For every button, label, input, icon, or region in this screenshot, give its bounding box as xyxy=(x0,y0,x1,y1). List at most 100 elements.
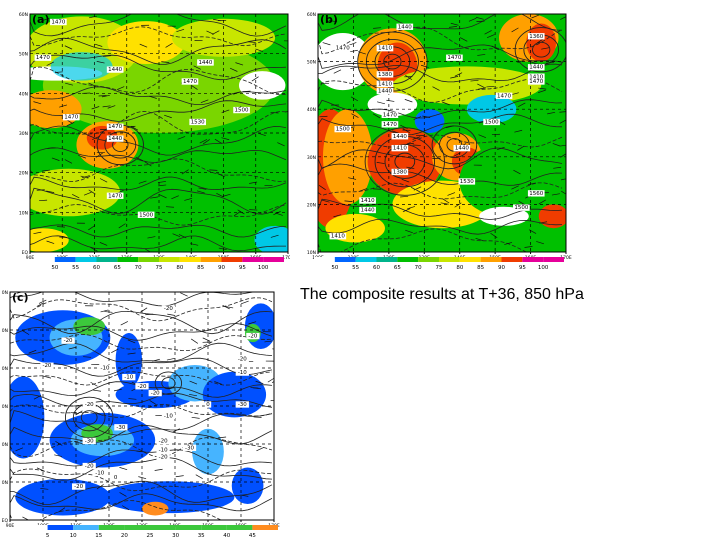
colorbar-label: 90 xyxy=(218,265,225,271)
shading-region xyxy=(102,481,234,513)
colorbar-swatch xyxy=(201,525,227,530)
colorbar-swatch xyxy=(356,257,377,262)
contour-label: 1380 xyxy=(378,72,392,78)
colorbar-swatch xyxy=(543,257,564,262)
contour-label: 1410 xyxy=(378,81,392,87)
contour-label: -10 xyxy=(159,448,168,454)
contour-label: 0 xyxy=(206,402,210,408)
contour-label: 1410 xyxy=(361,198,375,204)
colorbar-label: 100 xyxy=(538,265,549,271)
contour-label: 1470 xyxy=(336,46,350,52)
colorbar-label: 95 xyxy=(519,265,526,271)
y-tick-label: 30N xyxy=(307,155,316,161)
y-tick-label: EQ xyxy=(2,518,8,524)
colorbar-swatch xyxy=(263,257,284,262)
colorbar-swatch xyxy=(124,525,150,530)
contour-label: 1500 xyxy=(514,205,528,211)
contour-label: 1500 xyxy=(139,212,153,218)
colorbar-label: 60 xyxy=(93,265,100,271)
contour-label: -20 xyxy=(138,384,147,390)
contour-label: -10 xyxy=(95,470,104,476)
shading-region xyxy=(239,71,285,100)
contour-label: 1470 xyxy=(183,79,197,85)
colorbar-swatch xyxy=(418,257,439,262)
colorbar-label: 5 xyxy=(46,533,50,539)
colorbar-label: 50 xyxy=(331,265,338,271)
colorbar-label: 40 xyxy=(223,533,230,539)
colorbar-swatch xyxy=(397,257,418,262)
colorbar-label: 70 xyxy=(415,265,422,271)
figure-caption: The composite results at T+36, 850 hPa xyxy=(300,286,584,304)
contour-label: 1470 xyxy=(108,124,122,130)
y-tick-label: 10N xyxy=(19,210,28,216)
contour-label: -20 xyxy=(248,334,257,340)
contour-label: 1410 xyxy=(331,234,345,240)
contour-label: 1440 xyxy=(393,134,407,140)
contour-label: 1440 xyxy=(455,146,469,152)
contour-label: 1470 xyxy=(529,79,543,85)
contour-label: -30 xyxy=(185,445,194,451)
y-tick-label: 60N xyxy=(307,12,316,18)
y-tick-label: 30N xyxy=(19,131,28,137)
panel-b: 1440147014101470138013601410144014101470… xyxy=(300,0,572,272)
contour-label: -30 xyxy=(238,402,247,408)
contour-label: 1500 xyxy=(485,119,499,125)
colorbar-label: 25 xyxy=(147,533,154,539)
colorbar-label: 100 xyxy=(258,265,269,271)
contour-label: 1530 xyxy=(191,119,205,125)
colorbar-swatch xyxy=(22,525,48,530)
colorbar-label: 65 xyxy=(394,265,401,271)
y-tick-label: 60N xyxy=(19,12,28,18)
colorbar-swatch xyxy=(227,525,253,530)
colorbar-label: 10 xyxy=(70,533,77,539)
contour-label: 1440 xyxy=(361,208,375,214)
contour-label: 1470 xyxy=(36,55,50,61)
contour-label: 1470 xyxy=(447,55,461,61)
contour-label: 1440 xyxy=(398,24,412,30)
colorbar-label: 85 xyxy=(477,265,484,271)
colorbar-swatch xyxy=(73,525,99,530)
contour-label: 1470 xyxy=(497,93,511,99)
colorbar-label: 95 xyxy=(239,265,246,271)
colorbar-label: 70 xyxy=(135,265,142,271)
y-tick-label: 40N xyxy=(2,366,8,372)
y-tick-label: 30N xyxy=(2,404,8,410)
colorbar-swatch xyxy=(138,257,159,262)
colorbar-swatch xyxy=(176,525,202,530)
contour-label: -20 xyxy=(164,306,173,312)
colorbar-label: 45 xyxy=(249,533,256,539)
colorbar-swatch xyxy=(180,257,201,262)
chart-svg: 1440147014101470138013601410144014101470… xyxy=(300,0,572,272)
colorbar-swatch xyxy=(34,257,55,262)
contour-label: -20 xyxy=(42,363,51,369)
colorbar-swatch xyxy=(159,257,180,262)
colorbar-swatch xyxy=(522,257,543,262)
colorbar-label: 80 xyxy=(176,265,183,271)
contour-label: 1470 xyxy=(51,20,65,26)
colorbar-label: 85 xyxy=(197,265,204,271)
contour-label: 1440 xyxy=(198,60,212,66)
contour-label: 1380 xyxy=(393,169,407,175)
y-tick-label: 20N xyxy=(2,442,8,448)
colorbar-swatch xyxy=(377,257,398,262)
panel-label: (b) xyxy=(320,13,338,26)
colorbar-label: 75 xyxy=(436,265,443,271)
y-tick-label: 20N xyxy=(307,202,316,208)
shading-region xyxy=(20,90,82,128)
contour-label: 1440 xyxy=(529,65,543,71)
colorbar-label: 50 xyxy=(51,265,58,271)
plot-area: 1440147014101470138013601410144014101470… xyxy=(306,11,569,257)
colorbar-swatch xyxy=(48,525,74,530)
colorbar-swatch xyxy=(335,257,356,262)
y-tick-label: 50N xyxy=(19,52,28,58)
colorbar-label: 15 xyxy=(95,533,102,539)
colorbar-label: 30 xyxy=(172,533,179,539)
contour-label: -20 xyxy=(238,356,247,362)
colorbar-swatch xyxy=(481,257,502,262)
contour-label: 1440 xyxy=(378,89,392,95)
y-tick-label: 50N xyxy=(2,328,8,334)
